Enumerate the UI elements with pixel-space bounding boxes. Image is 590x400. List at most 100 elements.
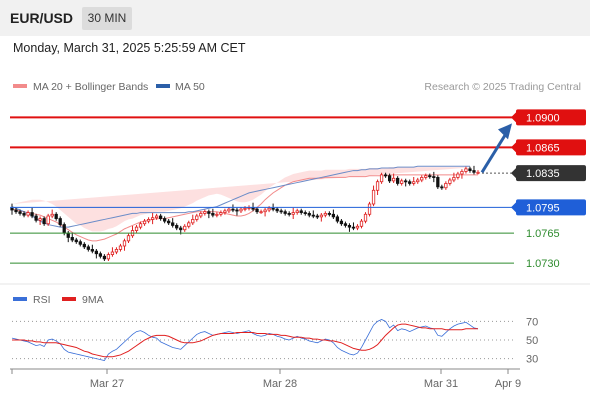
candle-down <box>436 177 440 188</box>
candle-up <box>142 220 147 225</box>
candle-down <box>327 213 331 215</box>
candle-up <box>267 207 271 211</box>
candle-down <box>42 218 46 225</box>
candle-up <box>259 211 263 214</box>
candle-up <box>134 226 139 231</box>
timeframe-button[interactable]: 30 MIN <box>82 7 132 30</box>
legend-ma50-label: MA 50 <box>175 81 205 93</box>
candle-up <box>392 177 396 182</box>
candle-down <box>283 211 287 214</box>
candle-down <box>211 213 215 216</box>
candle-down <box>207 211 211 214</box>
current-tag-pointer <box>511 168 516 179</box>
candle-down <box>179 227 183 231</box>
candle-up <box>355 225 360 229</box>
candle-up <box>379 174 384 183</box>
candle-down <box>10 207 14 211</box>
candle-up <box>110 251 115 255</box>
candle-up <box>444 183 448 189</box>
candle-up <box>243 207 247 210</box>
candle-down <box>30 212 34 217</box>
x-tick-label: Apr 9 <box>495 378 521 390</box>
x-axis: Mar 27 Mar 28 Mar 31 Apr 9 <box>11 369 521 390</box>
candle-down <box>98 253 103 257</box>
candle-up <box>452 177 456 181</box>
legend-rsi-swatch <box>13 297 27 301</box>
candle-down <box>432 176 436 178</box>
candle-up <box>146 219 151 222</box>
resistance-tag <box>516 109 586 126</box>
candle-up <box>122 240 127 247</box>
candle-up <box>323 213 327 216</box>
candle-down <box>78 241 82 245</box>
copyright-label: Research © 2025 Trading Central <box>424 81 581 93</box>
candle-up <box>367 203 372 215</box>
candle-up <box>460 171 464 175</box>
candle-up <box>291 212 295 215</box>
candle-down <box>102 255 107 260</box>
bollinger-band <box>12 167 474 232</box>
candle-down <box>163 218 167 222</box>
candle-up <box>371 189 376 205</box>
forecast-arrow-head <box>498 123 512 140</box>
candle-up <box>138 223 143 228</box>
candle-down <box>94 250 98 255</box>
candle-down <box>231 208 235 211</box>
candle-up <box>416 179 420 183</box>
candle-down <box>343 223 348 226</box>
rsi-line <box>11 319 479 361</box>
candle-down <box>472 170 476 173</box>
ma50-line <box>11 165 470 228</box>
candle-up <box>263 209 267 213</box>
candle-up <box>420 177 424 181</box>
resistance-tag <box>516 139 586 156</box>
candle-up <box>375 181 380 191</box>
candle-up <box>456 173 460 178</box>
candle-up <box>46 215 50 225</box>
candle-up <box>424 175 428 178</box>
pivot-tag <box>516 199 586 216</box>
candle-up <box>219 212 223 215</box>
candle-up <box>195 215 199 220</box>
candle-down <box>62 224 66 234</box>
candle-down <box>171 222 175 226</box>
candle-down <box>34 215 38 221</box>
candle-down <box>175 225 179 229</box>
candle-down <box>74 239 78 243</box>
header-bar: EUR/USD 30 MIN <box>0 0 590 36</box>
candle-down <box>255 208 259 213</box>
candle-down <box>303 212 307 214</box>
current-tag <box>516 165 586 182</box>
support-label: 1.0765 <box>526 228 560 240</box>
candle-down <box>86 246 90 250</box>
candle-up <box>227 208 231 212</box>
candle-up <box>187 222 191 227</box>
resistance-tag-label: 1.0865 <box>526 142 560 154</box>
candle-up <box>215 213 219 216</box>
candle-down <box>299 210 303 213</box>
candle-up <box>106 254 111 260</box>
candle-up <box>154 215 159 219</box>
forecast-arrow <box>480 123 512 174</box>
candle-up <box>38 218 42 221</box>
bollinger-area <box>12 167 474 232</box>
legend-ma20-label: MA 20 + Bollinger Bands <box>33 81 148 93</box>
candle-up <box>183 225 187 231</box>
resistance-tag-pointer <box>511 142 516 153</box>
rsi-tick-label: 50 <box>526 335 538 347</box>
candle-down <box>82 243 86 248</box>
candle-down <box>387 175 392 182</box>
candle-down <box>167 220 171 224</box>
candle-up <box>295 210 299 213</box>
candle-up <box>319 214 323 218</box>
candle-up <box>150 217 155 220</box>
symbol-label: EUR/USD <box>10 10 74 26</box>
candle-down <box>58 218 62 225</box>
candle-down <box>22 213 26 216</box>
candle-up <box>203 211 207 214</box>
support-label: 1.0730 <box>526 258 560 270</box>
x-tick-label: Mar 31 <box>424 378 458 390</box>
rsi-ma-line <box>12 323 478 358</box>
